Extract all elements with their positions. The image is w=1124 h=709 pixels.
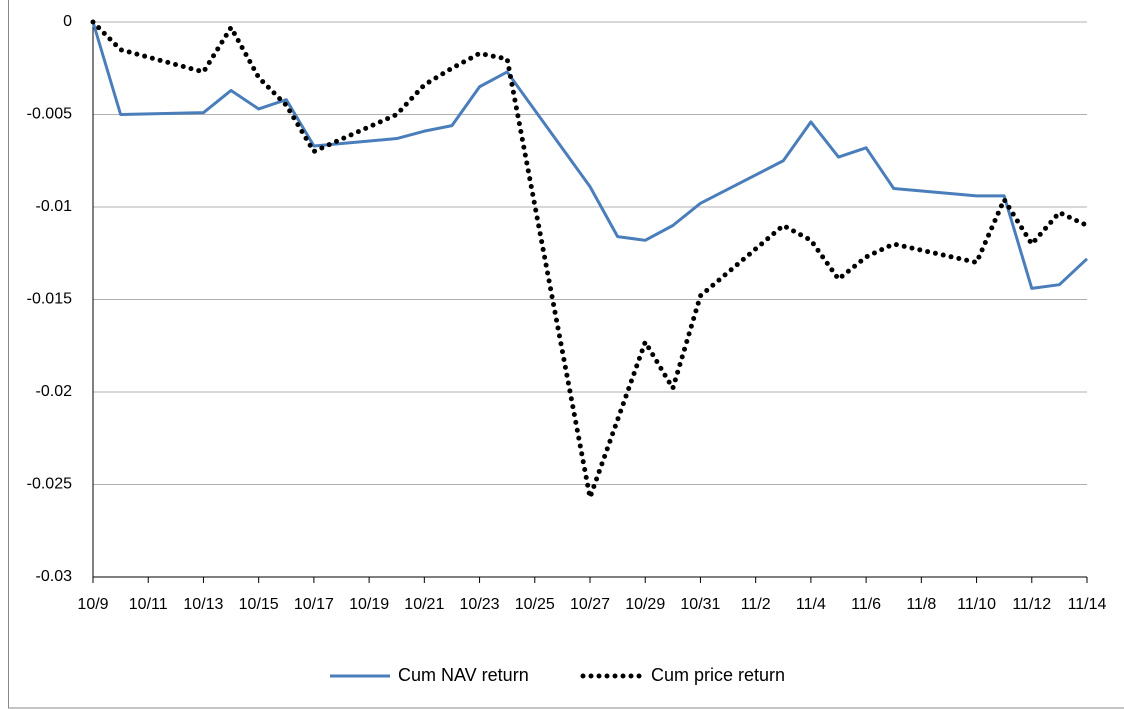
x-tick-label: 10/19: [349, 596, 389, 613]
x-tick-label: 11/8: [906, 596, 936, 613]
y-tick-label: -0.02: [36, 383, 73, 400]
legend-label: Cum price return: [651, 665, 785, 685]
x-tick-label: 10/9: [77, 596, 108, 613]
y-tick-label: -0.01: [36, 198, 73, 215]
x-tick-label: 10/23: [460, 596, 500, 613]
x-tick-label: 10/13: [183, 596, 223, 613]
y-tick-label: -0.005: [27, 106, 72, 123]
x-tick-label: 11/2: [741, 596, 771, 613]
x-tick-label: 11/10: [957, 596, 996, 613]
y-tick-label: -0.03: [36, 568, 73, 585]
x-tick-label: 11/6: [851, 596, 881, 613]
x-tick-label: 10/17: [294, 596, 334, 613]
x-tick-label: 10/31: [680, 596, 720, 613]
y-tick-label: -0.015: [27, 291, 72, 308]
x-tick-label: 10/25: [515, 596, 555, 613]
chart-frame: [8, 0, 1124, 709]
y-tick-label: -0.025: [27, 476, 72, 493]
data-line: [90, 19, 1090, 500]
data-line: [91, 21, 1089, 290]
x-tick-label: 10/21: [404, 596, 444, 613]
y-tick-label: 0: [63, 13, 72, 30]
x-tick-label: 10/29: [625, 596, 665, 613]
x-tick-label: 11/12: [1012, 596, 1051, 613]
x-tick-label: 11/14: [1068, 596, 1107, 613]
x-tick-label: 10/27: [570, 596, 610, 613]
legend-label: Cum NAV return: [398, 665, 529, 685]
x-tick-label: 11/4: [796, 596, 826, 613]
x-tick-label: 10/15: [239, 596, 279, 613]
x-tick-label: 10/11: [129, 596, 168, 613]
